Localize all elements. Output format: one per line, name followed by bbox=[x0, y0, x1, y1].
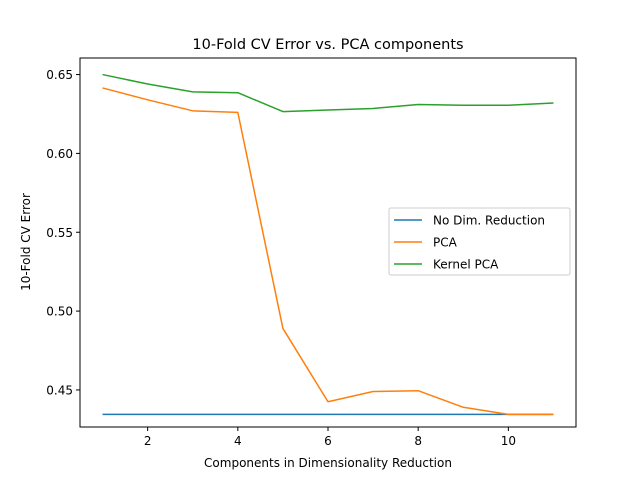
series-line-2 bbox=[102, 87, 554, 416]
legend-label-1: No Dim. Reduction bbox=[433, 214, 545, 228]
x-tick-label: 2 bbox=[144, 434, 152, 448]
x-tick-label: 6 bbox=[324, 434, 332, 448]
series-line-3 bbox=[102, 73, 554, 113]
legend-box bbox=[388, 207, 571, 276]
plot-area bbox=[79, 57, 577, 428]
y-tick-label: 0.50 bbox=[46, 305, 73, 319]
y-tick-label: 0.60 bbox=[46, 147, 73, 161]
y-tick-label: 0.45 bbox=[46, 383, 73, 397]
legend-label-3: Kernel PCA bbox=[433, 258, 499, 272]
x-axis-label: Components in Dimensionality Reduction bbox=[204, 456, 452, 470]
x-axis-ticks: 2 4 6 8 10 bbox=[144, 427, 516, 448]
legend: No Dim. Reduction PCA Kernel PCA bbox=[388, 207, 571, 276]
y-tick-label: 0.65 bbox=[46, 68, 73, 82]
y-axis-label: 10-Fold CV Error bbox=[19, 193, 33, 291]
series-layer bbox=[102, 73, 554, 416]
y-axis-ticks: 0.45 0.50 0.55 0.60 0.65 bbox=[46, 68, 80, 397]
x-tick-label: 4 bbox=[234, 434, 242, 448]
legend-label-2: PCA bbox=[433, 236, 458, 250]
y-tick-label: 0.55 bbox=[46, 226, 73, 240]
chart-title: 10-Fold CV Error vs. PCA components bbox=[192, 37, 463, 53]
x-tick-label: 8 bbox=[414, 434, 422, 448]
x-tick-label: 10 bbox=[501, 434, 516, 448]
